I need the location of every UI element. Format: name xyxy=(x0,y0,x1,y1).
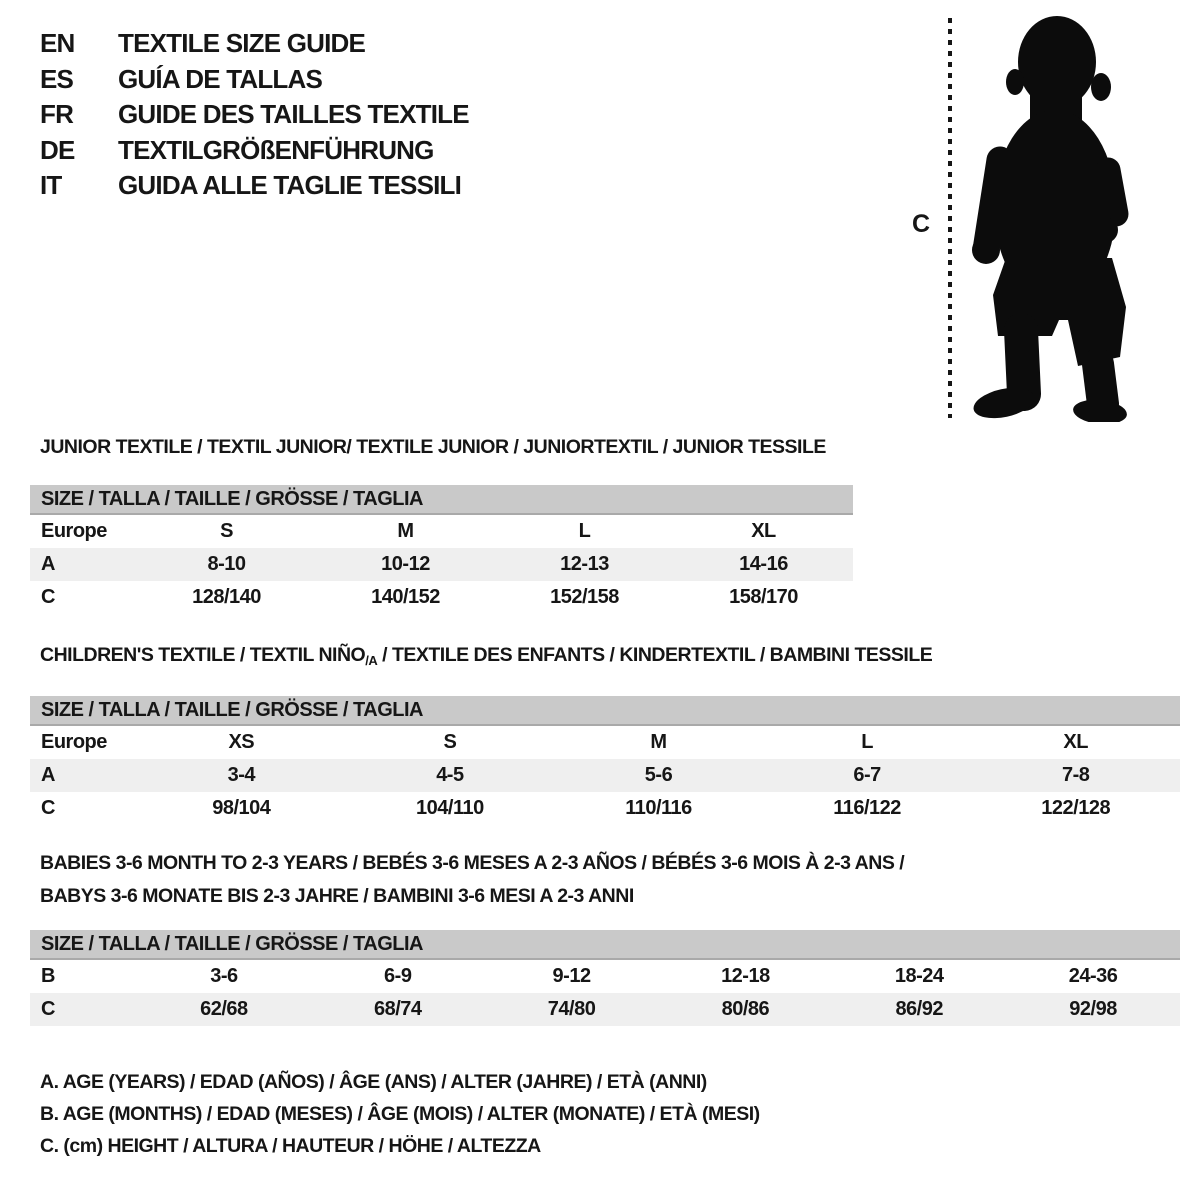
cell: 62/68 xyxy=(137,993,311,1026)
cell: XL xyxy=(751,520,776,542)
size-header: SIZE / TALLA / TAILLE / GRÖSSE / TAGLIA xyxy=(30,930,1180,960)
cell: 104/110 xyxy=(416,797,484,819)
cell: XL xyxy=(1063,731,1088,753)
junior-textile-section: JUNIOR TEXTILE / TEXTIL JUNIOR/ TEXTILE … xyxy=(30,434,853,614)
cell: 18-24 xyxy=(894,965,944,987)
children-size-table: SIZE / TALLA / TAILLE / GRÖSSE / TAGLIA … xyxy=(30,696,1180,825)
cell: L xyxy=(578,520,591,542)
cell: 68/74 xyxy=(310,993,485,1026)
cell: 12-18 xyxy=(721,965,770,987)
cell: 8-10 xyxy=(137,548,316,581)
lang-code-it: IT xyxy=(40,170,62,200)
cell: 152/158 xyxy=(550,586,619,608)
cell: 92/98 xyxy=(1006,993,1180,1026)
size-header: SIZE / TALLA / TAILLE / GRÖSSE / TAGLIA xyxy=(30,696,1180,726)
cell: 12-13 xyxy=(495,548,674,581)
table-row-age: A 3-4 4-5 5-6 6-7 7-8 xyxy=(30,759,1180,792)
cell: 10-12 xyxy=(316,548,495,581)
row-label: C xyxy=(30,993,137,1026)
lang-code-de: DE xyxy=(40,134,75,165)
legend-age-months: B. AGE (MONTHS) / EDAD (MESES) / ÂGE (MO… xyxy=(40,1103,760,1125)
cell: XS xyxy=(228,731,255,753)
cell: L xyxy=(861,731,873,753)
junior-section-title: JUNIOR TEXTILE / TEXTIL JUNIOR/ TEXTILE … xyxy=(40,436,826,458)
table-row-months: B 3-6 6-9 9-12 12-18 18-24 24-36 xyxy=(30,959,1180,993)
row-label: C xyxy=(41,797,55,819)
lang-code-es: ES xyxy=(40,63,74,94)
lang-row-fr: FR GUIDE DES TAILLES TEXTILE xyxy=(40,97,470,133)
lang-row-de: DE TEXTILGRÖßENFÜHRUNG xyxy=(40,133,469,169)
cell: 80/86 xyxy=(658,993,833,1026)
cell: 86/92 xyxy=(832,993,1007,1026)
lang-row-it: IT GUIDA ALLE TAGLIE TESSILI xyxy=(40,168,469,204)
table-row-europe: Europe S M L XL xyxy=(30,514,853,548)
table-row-height: C 98/104 104/110 110/116 116/122 122/128 xyxy=(30,792,1180,825)
junior-size-table: SIZE / TALLA / TAILLE / GRÖSSE / TAGLIA … xyxy=(30,485,853,614)
cell: 110/116 xyxy=(625,797,692,819)
cell: 7-8 xyxy=(971,759,1180,792)
row-label: Europe xyxy=(41,520,107,542)
babies-textile-section: BABIES 3-6 MONTH TO 2-3 YEARS / BEBÉS 3-… xyxy=(30,847,1180,1026)
row-label: C xyxy=(41,586,55,608)
guide-title-es: GUÍA DE TALLAS xyxy=(118,63,323,94)
table-row-height: C 62/68 68/74 74/80 80/86 86/92 92/98 xyxy=(30,993,1180,1026)
row-label: B xyxy=(41,965,55,987)
toddler-silhouette-icon xyxy=(972,16,1129,422)
cell: S xyxy=(443,731,457,753)
cell: 158/170 xyxy=(729,586,798,608)
table-header-row: SIZE / TALLA / TAILLE / GRÖSSE / TAGLIA xyxy=(30,930,1180,960)
table-row-age: A 8-10 10-12 12-13 14-16 xyxy=(30,548,853,581)
language-title-block: EN TEXTILE SIZE GUIDE ES GUÍA DE TALLAS … xyxy=(40,26,470,204)
cell: S xyxy=(220,520,233,542)
height-measure-label: C xyxy=(912,210,931,238)
cell: 24-36 xyxy=(1068,965,1118,987)
cell: 6-9 xyxy=(384,965,412,987)
cell: 14-16 xyxy=(674,548,853,581)
cell: 9-12 xyxy=(552,965,592,987)
babies-section-title-line1: BABIES 3-6 MONTH TO 2-3 YEARS / BEBÉS 3-… xyxy=(40,852,905,874)
cell: 6-7 xyxy=(762,759,972,792)
table-header-row: SIZE / TALLA / TAILLE / GRÖSSE / TAGLIA xyxy=(30,696,1180,726)
measurement-legend: A. AGE (YEARS) / EDAD (AÑOS) / ÂGE (ANS)… xyxy=(40,1066,760,1162)
guide-title-de: TEXTILGRÖßENFÜHRUNG xyxy=(118,134,434,165)
legend-height-cm: C. (cm) HEIGHT / ALTURA / HAUTEUR / HÖHE… xyxy=(40,1135,541,1157)
cell: 128/140 xyxy=(192,586,261,608)
cell: 98/104 xyxy=(212,797,271,819)
cell: 5-6 xyxy=(554,759,763,792)
children-textile-section: CHILDREN'S TEXTILE / TEXTIL NIÑO/A / TEX… xyxy=(30,642,1180,825)
lang-code-en: EN xyxy=(40,28,75,58)
guide-title-en: TEXTILE SIZE GUIDE xyxy=(118,28,366,58)
cell: M xyxy=(650,731,667,753)
row-label: A xyxy=(30,548,137,581)
row-label: A xyxy=(30,759,137,792)
legend-age-years: A. AGE (YEARS) / EDAD (AÑOS) / ÂGE (ANS)… xyxy=(40,1071,707,1093)
guide-title-it: GUIDA ALLE TAGLIE TESSILI xyxy=(118,170,462,200)
cell: 116/122 xyxy=(833,797,901,819)
table-header-row: SIZE / TALLA / TAILLE / GRÖSSE / TAGLIA xyxy=(30,485,853,515)
cell: 4-5 xyxy=(345,759,555,792)
guide-title-fr: GUIDE DES TAILLES TEXTILE xyxy=(118,99,470,129)
row-label: Europe xyxy=(41,731,107,753)
lang-code-fr: FR xyxy=(40,99,74,129)
lang-row-es: ES GUÍA DE TALLAS xyxy=(40,62,469,98)
cell: 122/128 xyxy=(1041,797,1111,819)
height-measure-dashed-line xyxy=(948,18,952,418)
cell: 3-4 xyxy=(137,759,346,792)
table-row-height: C 128/140 140/152 152/158 158/170 xyxy=(30,581,853,614)
cell: 140/152 xyxy=(371,586,440,608)
babies-section-title-line2: BABYS 3-6 MONATE BIS 2-3 JAHRE / BAMBINI… xyxy=(40,885,634,907)
children-title-post: / TEXTILE DES ENFANTS / KINDERTEXTIL / B… xyxy=(377,644,933,666)
cell: 3-6 xyxy=(210,965,238,987)
table-row-europe: Europe XS S M L XL xyxy=(30,725,1180,759)
lang-row-en: EN TEXTILE SIZE GUIDE xyxy=(40,26,469,62)
babies-size-table: SIZE / TALLA / TAILLE / GRÖSSE / TAGLIA … xyxy=(30,930,1180,1026)
children-title-pre: CHILDREN'S TEXTILE / TEXTIL NIÑO xyxy=(40,644,366,666)
children-section-title: CHILDREN'S TEXTILE / TEXTIL NIÑO/A / TEX… xyxy=(30,642,1180,674)
children-title-sub: /A xyxy=(365,653,378,668)
cell: M xyxy=(397,520,414,542)
size-header: SIZE / TALLA / TAILLE / GRÖSSE / TAGLIA xyxy=(30,485,853,515)
cell: 74/80 xyxy=(484,993,659,1026)
